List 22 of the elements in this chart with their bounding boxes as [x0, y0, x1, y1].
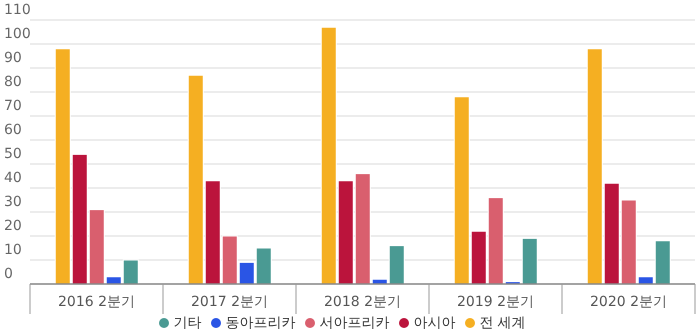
y-tick-label: 100 [4, 26, 31, 42]
x-tick-label: 2018 2분기 [324, 294, 401, 310]
legend-label: 기타 [173, 315, 202, 331]
legend-label: 아시아 [413, 315, 456, 331]
x-tick-label: 2019 2분기 [457, 294, 534, 310]
y-tick-label: 40 [4, 170, 22, 186]
y-tick-label: 110 [4, 2, 31, 18]
y-tick-label: 60 [4, 122, 22, 138]
y-tick-label: 80 [4, 74, 22, 90]
x-tick-label: 2016 2분기 [58, 294, 135, 310]
x-tick-label: 2017 2분기 [191, 294, 268, 310]
y-tick-label: 70 [4, 98, 22, 114]
y-tick-label: 20 [4, 218, 22, 234]
y-tick-label: 10 [4, 242, 22, 258]
y-tick-label: 50 [4, 146, 22, 162]
y-tick-label: 0 [4, 266, 13, 282]
legend-label: 서아프리카 [319, 315, 390, 331]
legend-label: 동아프리카 [225, 315, 296, 331]
x-tick-label: 2020 2분기 [590, 294, 667, 310]
y-tick-label: 90 [4, 50, 22, 66]
legend-label: 전 세계 [479, 315, 526, 331]
y-tick-label: 30 [4, 194, 22, 210]
